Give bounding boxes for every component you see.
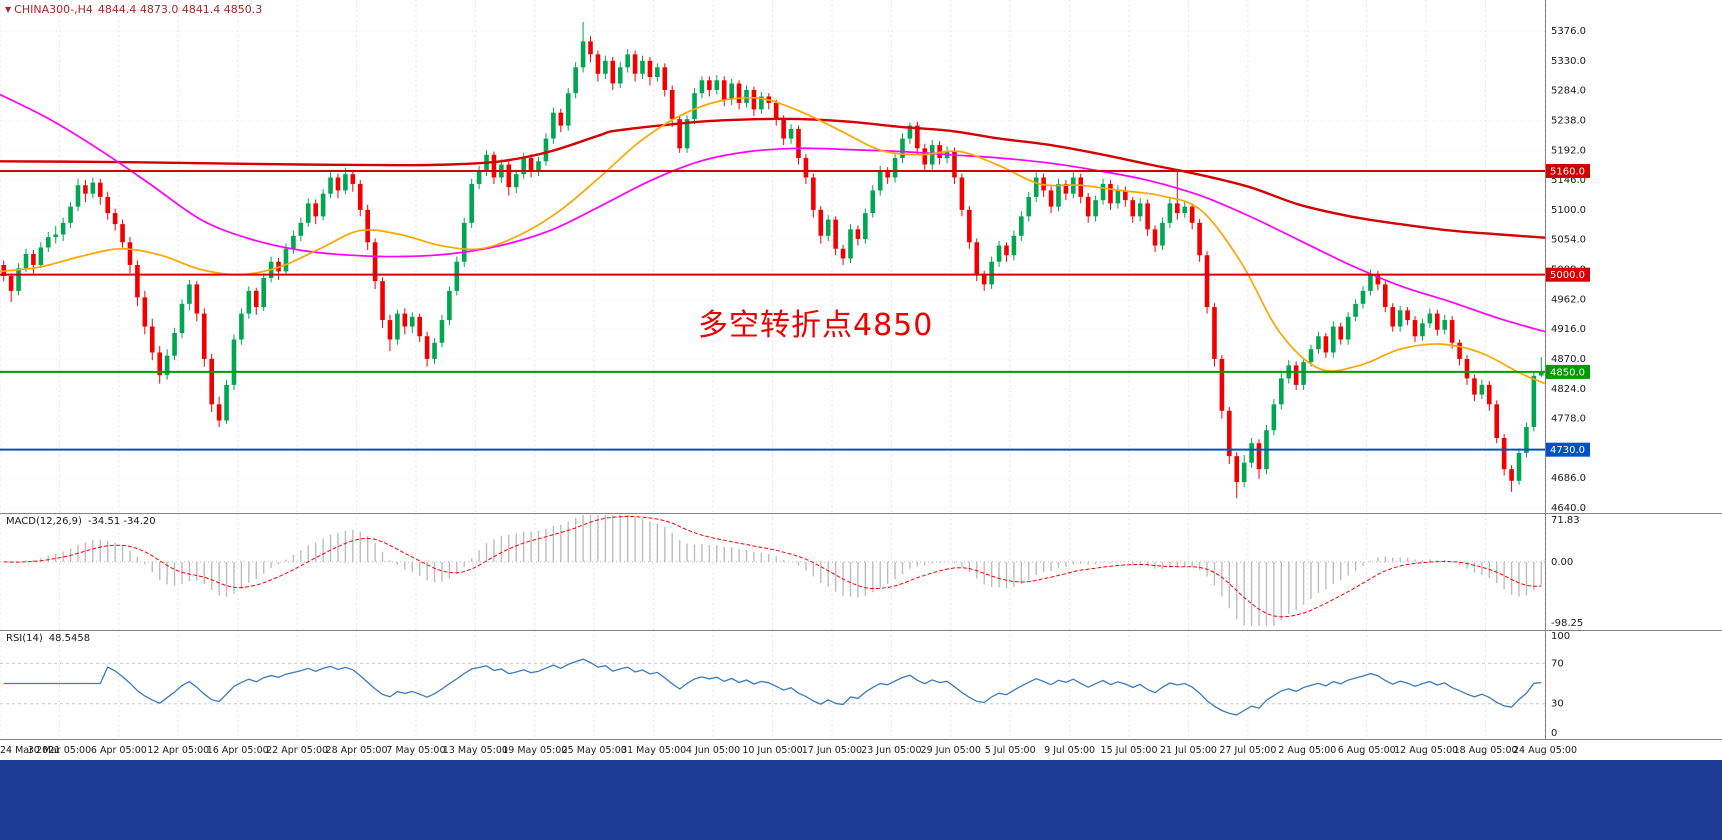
svg-text:5284.0: 5284.0 [1551,86,1586,97]
symbol-info-bar: ▼ CHINA300-,H4 4844.4 4873.0 4841.4 4850.3 [5,3,267,16]
macd-indicator-label: MACD(12,26,9) [6,516,82,527]
svg-text:4850.0: 4850.0 [1550,367,1585,378]
svg-text:4916.0: 4916.0 [1551,324,1586,335]
rsi-indicator-label: RSI(14) [6,633,43,644]
macd-indicator-canvas[interactable]: 71.83 0.00 -98.25 [0,513,1722,630]
svg-text:5376.0: 5376.0 [1551,26,1586,37]
time-axis-label: 21 Jul 05:00 [1159,745,1217,756]
time-axis-label: 9 Jul 05:00 [1044,745,1096,756]
ohlc-readout: 4844.4 4873.0 4841.4 4850.3 [97,3,263,16]
time-axis-label: 2 Aug 05:00 [1278,745,1337,756]
time-axis-label: 27 Jul 05:00 [1219,745,1277,756]
svg-text:5238.0: 5238.0 [1551,115,1586,126]
time-axis-label: 5 Jul 05:00 [984,745,1036,756]
time-axis[interactable]: 24 Mar 2021 30 Mar 05:00 6 Apr 05:00 12 Apr… [0,739,1722,761]
macd-indicator-values: -34.51 -34.20 [87,516,156,527]
symbol-name: CHINA300-,H4 [14,3,93,16]
svg-text:4870.0: 4870.0 [1551,354,1586,365]
rsi-indicator-value: 48.5458 [48,633,91,644]
time-axis-label: 7 May 05:00 [386,745,446,756]
svg-text:5054.0: 5054.0 [1551,235,1586,246]
svg-text:4640.0: 4640.0 [1551,503,1586,513]
time-axis-label: 15 Jul 05:00 [1100,745,1158,756]
chart-collapse-icon[interactable]: ▼ [5,5,12,14]
time-axis-label: 12 Apr 05:00 [147,745,210,756]
svg-text:71.83: 71.83 [1551,515,1580,526]
time-axis-label: 24 Mar 2021 [0,745,61,756]
svg-text:100: 100 [1551,631,1570,642]
svg-text:5100.0: 5100.0 [1551,205,1586,216]
time-axis-label: 23 Jun 05:00 [861,745,922,756]
time-axis-label: 22 Apr 05:00 [266,745,329,756]
time-axis-label: 25 May 05:00 [561,745,627,756]
time-axis-label: 31 May 05:00 [621,745,687,756]
svg-text:5192.0: 5192.0 [1551,145,1586,156]
time-axis-label: 6 Apr 05:00 [90,745,147,756]
svg-text:4824.0: 4824.0 [1551,384,1586,395]
svg-text:0: 0 [1551,728,1557,739]
candlestick-chart-canvas[interactable]: 4640.04686.04732.04778.04824.04870.04916… [0,0,1722,513]
macd-indicator-header: MACD(12,26,9) -34.51 -34.20 [6,516,162,527]
time-axis-label: 30 Mar 05:00 [27,745,92,756]
time-axis-label: 19 May 05:00 [502,745,568,756]
time-axis-label: 18 Aug 05:00 [1453,745,1518,756]
time-axis-label: 6 Aug 05:00 [1337,745,1396,756]
time-axis-label: 4 Jun 05:00 [685,745,741,756]
svg-text:70: 70 [1551,658,1564,669]
svg-text:-98.25: -98.25 [1551,618,1583,629]
svg-text:5000.0: 5000.0 [1550,270,1585,281]
svg-text:4962.0: 4962.0 [1551,294,1586,305]
chart-text-annotation: 多空转折点4850 [698,308,934,343]
svg-text:4730.0: 4730.0 [1550,445,1585,456]
time-axis-label: 16 Apr 05:00 [206,745,269,756]
svg-text:5146.0: 5146.0 [1551,175,1586,186]
svg-text:4778.0: 4778.0 [1551,414,1586,425]
time-axis-label: 10 Jun 05:00 [742,745,803,756]
svg-text:5160.0: 5160.0 [1550,166,1585,177]
rsi-indicator-header: RSI(14) 48.5458 [6,633,96,644]
svg-text:0.00: 0.00 [1551,557,1573,568]
svg-text:5330.0: 5330.0 [1551,56,1586,67]
time-axis-label: 12 Aug 05:00 [1394,745,1459,756]
time-axis-label: 13 May 05:00 [442,745,508,756]
time-axis-label: 29 Jun 05:00 [920,745,981,756]
svg-text:30: 30 [1551,699,1564,710]
rsi-indicator-canvas[interactable]: 100 70 30 0 [0,630,1722,739]
time-axis-label: 17 Jun 05:00 [801,745,863,756]
bottom-taskbar [0,760,1722,840]
time-axis-label: 24 Aug 05:00 [1512,745,1578,756]
time-axis-label: 28 Apr 05:00 [325,745,388,756]
svg-text:4686.0: 4686.0 [1551,473,1586,484]
